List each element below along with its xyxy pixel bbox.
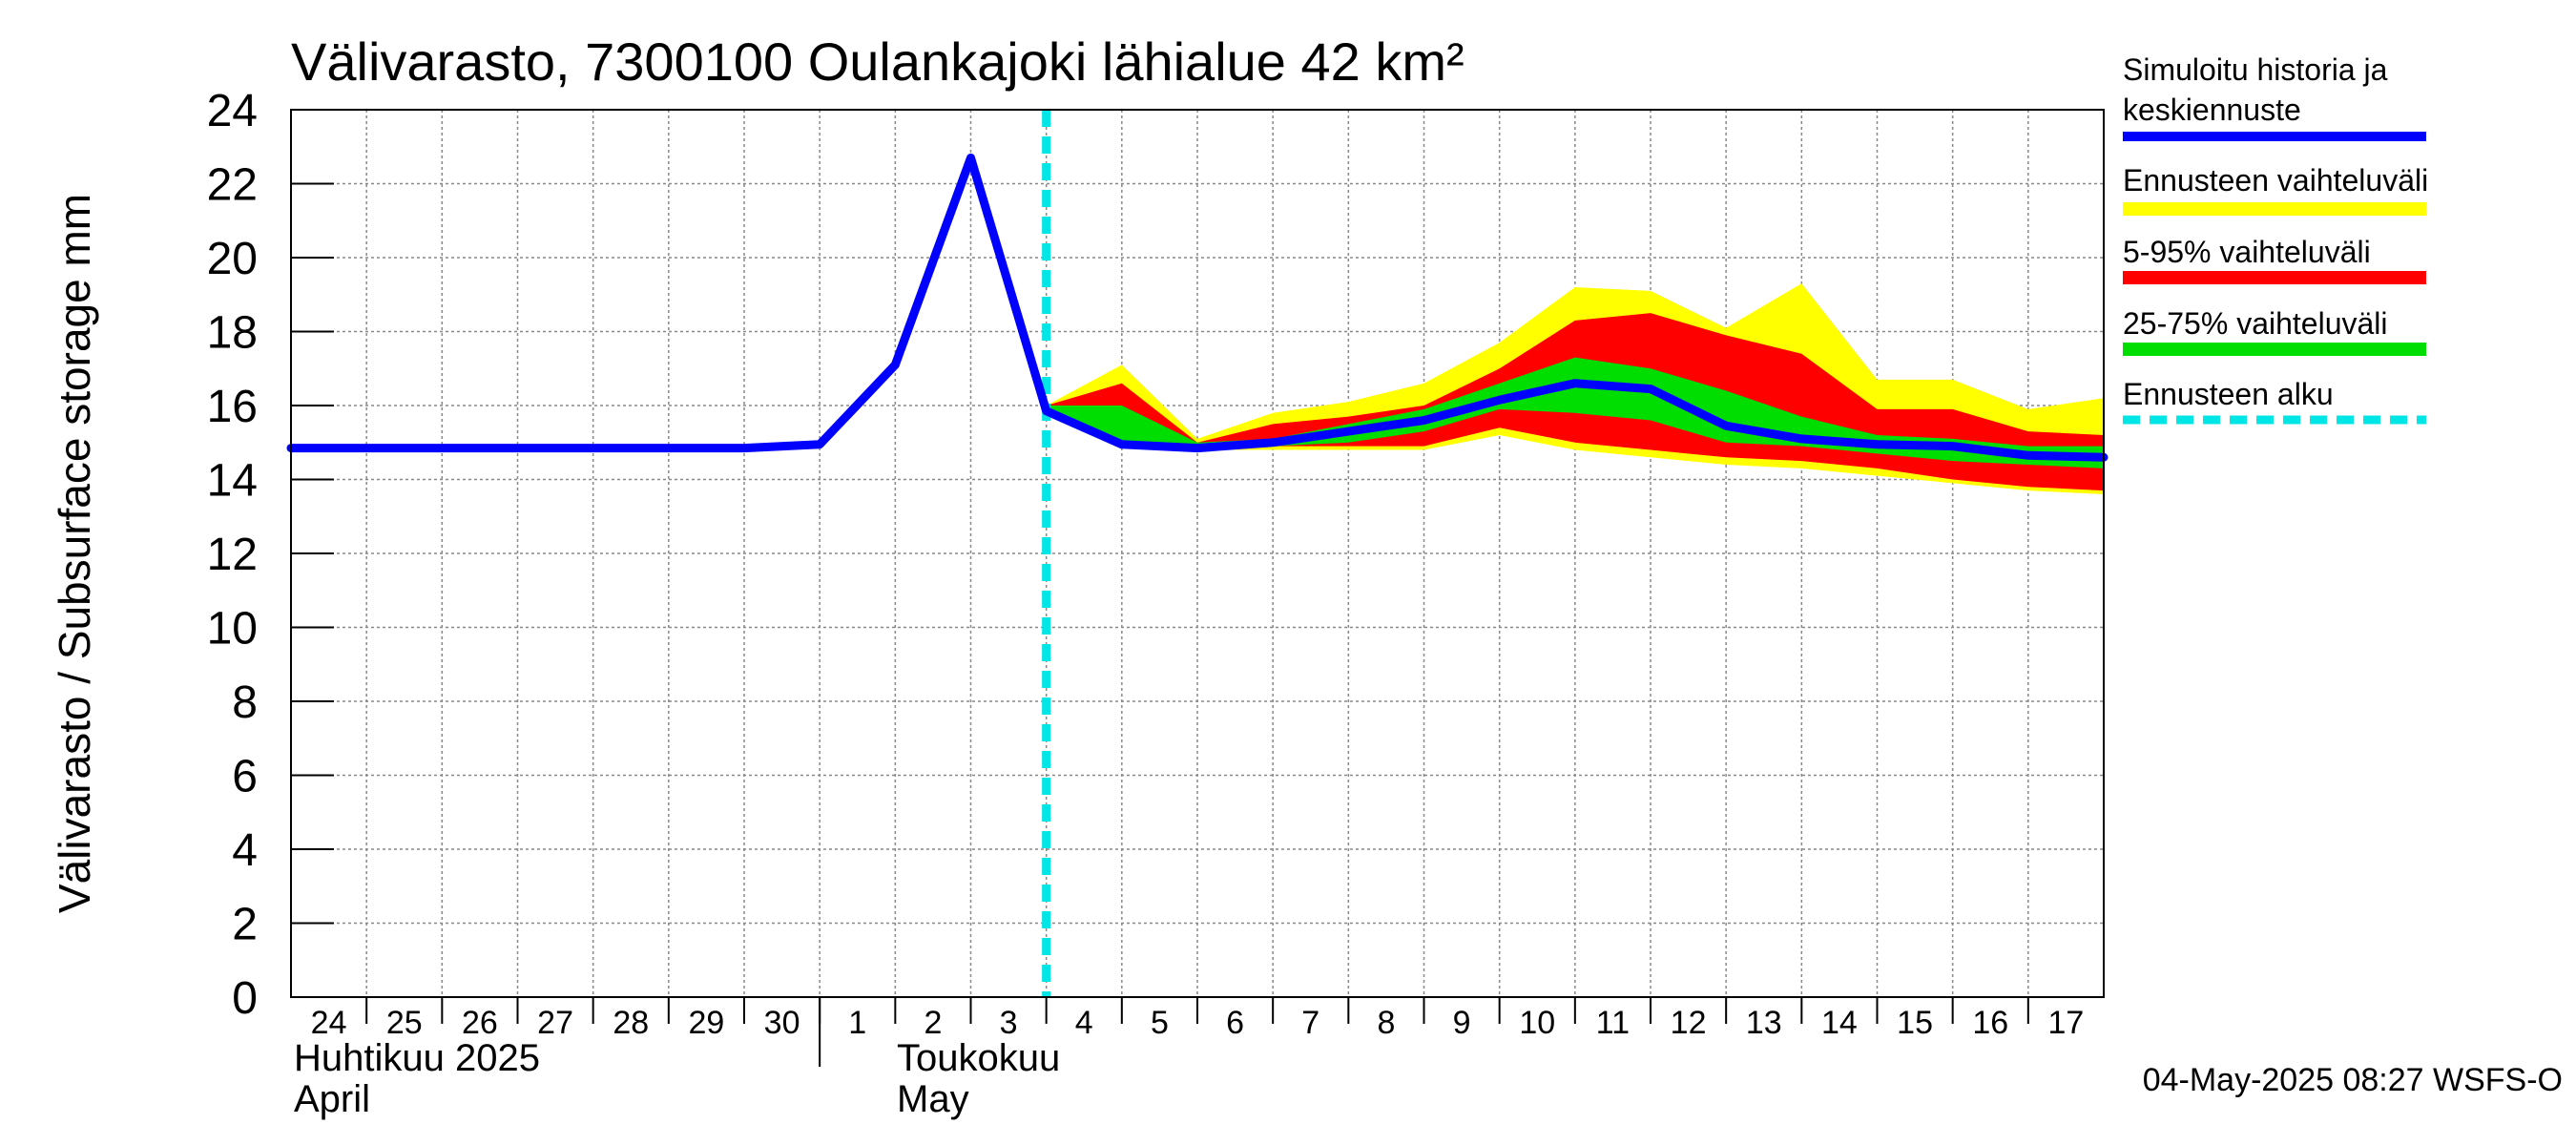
x-tick-label: 30 <box>764 1005 800 1041</box>
x-tick-label: 7 <box>1301 1005 1319 1041</box>
x-tick-label: 6 <box>1226 1005 1244 1041</box>
x-tick-label: 9 <box>1453 1005 1471 1041</box>
y-tick-label: 0 <box>232 973 258 1024</box>
x-tick-label: 28 <box>613 1005 649 1041</box>
legend-forecast-start-label: Ennusteen alku <box>2123 377 2334 411</box>
y-axis-label: Välivarasto / Subsurface storage mm <box>50 194 99 913</box>
x-tick-label: 11 <box>1596 1005 1630 1041</box>
x-tick-label: 8 <box>1377 1005 1395 1041</box>
x-tick-label: 4 <box>1075 1005 1093 1041</box>
month-label-april-fi: Huhtikuu 2025 <box>294 1037 540 1079</box>
y-tick-label: 18 <box>207 308 258 359</box>
x-tick-label: 29 <box>689 1005 725 1041</box>
legend-p5-95-label: 5-95% vaihteluväli <box>2123 235 2371 269</box>
x-axis: 24 25 26 27 28 29 30 1 2 3 4 5 6 7 8 9 10 11 12 13 14 15 16 17 <box>311 997 2085 1067</box>
legend-simulated-label-line2: keskiennuste <box>2123 93 2301 127</box>
x-tick-label: 24 <box>311 1005 347 1041</box>
series <box>286 153 2109 462</box>
y-tick-label: 12 <box>207 530 258 580</box>
month-label-may-en: May <box>897 1078 969 1120</box>
x-tick-label: 14 <box>1821 1005 1858 1041</box>
y-tick-label: 10 <box>207 604 258 655</box>
chart-title: Välivarasto, 7300100 Oulankajoki lähialu… <box>291 31 1465 92</box>
y-tick-label: 4 <box>232 825 258 876</box>
legend-p25-75-label: 25-75% vaihteluväli <box>2123 306 2388 341</box>
month-label-may-fi: Toukokuu <box>897 1037 1060 1079</box>
month-labels: Huhtikuu 2025 April Toukokuu May <box>294 1037 1060 1120</box>
legend-simulated-swatch <box>2123 132 2426 141</box>
y-tick-label: 6 <box>232 752 258 802</box>
x-tick-label: 3 <box>1000 1005 1018 1041</box>
y-tick-label: 16 <box>207 382 258 432</box>
x-tick-label: 13 <box>1746 1005 1782 1041</box>
x-tick-label: 17 <box>2048 1005 2085 1041</box>
x-tick-label: 27 <box>537 1005 573 1041</box>
x-tick-label: 2 <box>924 1005 942 1041</box>
y-tick-label: 20 <box>207 234 258 284</box>
legend-full-range-label: Ennusteen vaihteluväli <box>2123 163 2428 198</box>
x-tick-label: 16 <box>1972 1005 2008 1041</box>
legend-full-range-swatch <box>2123 202 2426 216</box>
x-tick-label: 5 <box>1151 1005 1169 1041</box>
legend-simulated-label-line1: Simuloitu historia ja <box>2123 52 2388 87</box>
legend: Simuloitu historia ja keskiennuste Ennus… <box>2123 52 2428 425</box>
month-label-april-en: April <box>294 1078 370 1120</box>
y-tick-label: 22 <box>207 160 258 211</box>
series-line-simulated <box>286 153 2109 462</box>
x-tick-label: 25 <box>386 1005 423 1041</box>
legend-p25-75-swatch <box>2123 343 2426 356</box>
x-tick-label: 26 <box>462 1005 498 1041</box>
x-tick-label: 12 <box>1671 1005 1707 1041</box>
timestamp: 04-May-2025 08:27 WSFS-O <box>2143 1062 2563 1098</box>
y-tick-label: 24 <box>207 86 258 136</box>
grid <box>291 110 2104 997</box>
y-tick-label: 2 <box>232 900 258 950</box>
x-tick-label: 10 <box>1519 1005 1555 1041</box>
x-tick-label: 1 <box>848 1005 866 1041</box>
y-tick-label: 14 <box>207 456 258 507</box>
y-tick-label: 8 <box>232 677 258 728</box>
legend-p5-95-swatch <box>2123 271 2426 284</box>
x-tick-label: 15 <box>1897 1005 1933 1041</box>
